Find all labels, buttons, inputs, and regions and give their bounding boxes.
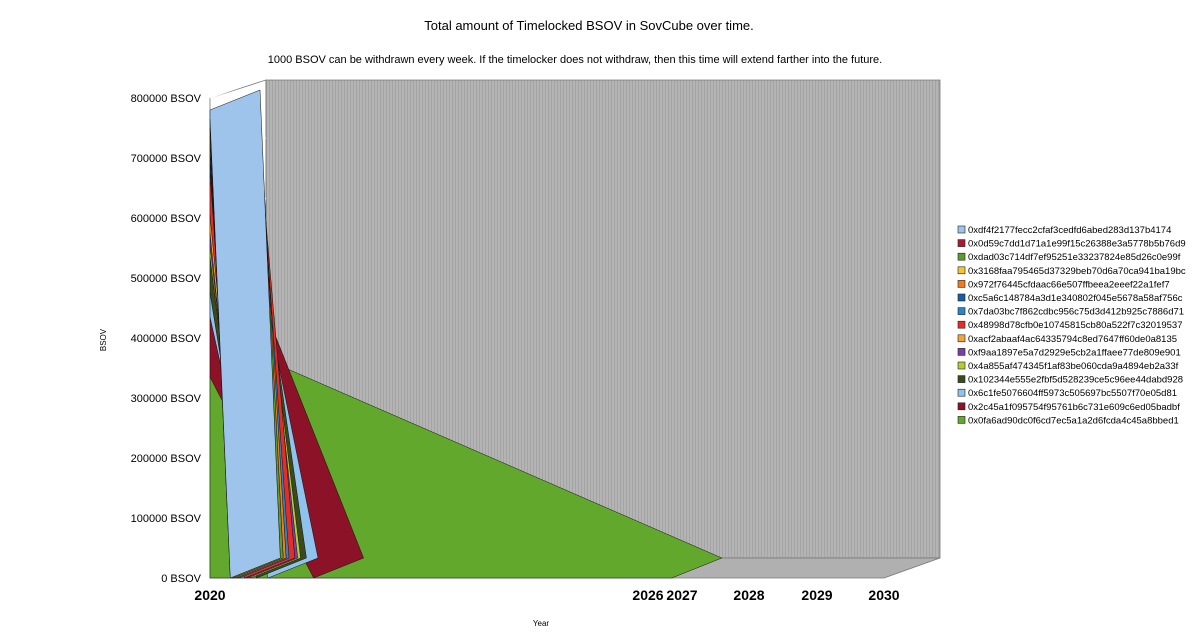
legend-label: 0x972f76445cfdaac66e507ffbeea2eeef22a1fe… (968, 279, 1170, 290)
legend-label: 0x2c45a1f095754f95761b6c731e609c6ed05bad… (968, 402, 1180, 413)
legend-swatch (957, 375, 966, 383)
y-axis-title: BSOV (99, 328, 108, 351)
legend: 0xdf4f2177fecc2cfaf3cedfd6abed283d137b41… (957, 225, 1186, 426)
legend-swatch (957, 266, 966, 275)
legend-label: 0xf9aa1897e5a7d2929e5cb2a1ffaee77de809e9… (968, 347, 1181, 358)
y-tick-label: 500000 BSOV (131, 273, 202, 285)
chart-subtitle: 1000 BSOV can be withdrawn every week. I… (268, 54, 882, 66)
legend-label: 0xc5a6c148784a3d1e340802f045e5678a58af75… (968, 293, 1183, 304)
legend-label: 0x6c1fe5076604ff5973c505697bc5507f70e05d… (968, 388, 1177, 399)
y-tick-label: 300000 BSOV (131, 393, 202, 405)
y-tick-label: 400000 BSOV (131, 333, 202, 345)
legend-label: 0x102344e555e2fbf5d528239ce5c96ee44dabd9… (968, 375, 1183, 386)
legend-swatch (957, 280, 966, 288)
legend-swatch (957, 307, 966, 315)
legend-label: 0xdf4f2177fecc2cfaf3cedfd6abed283d137b41… (968, 225, 1171, 236)
legend-label: 0xdad03c714df7ef95251e33237824e85d26c0e9… (968, 252, 1181, 263)
legend-swatch (957, 320, 966, 329)
legend-label: 0x0d59c7dd1d71a1e99f15c26388e3a5778b5b76… (968, 239, 1186, 250)
legend-swatch (957, 402, 966, 411)
x-tick-label: 2029 (801, 587, 832, 603)
x-tick-label: 2027 (666, 587, 697, 603)
x-axis-title: Year (533, 619, 550, 628)
legend-label: 0x7da03bc7f862cdbc956c75d3d412b925c7886d… (968, 307, 1184, 318)
y-tick-label: 700000 BSOV (131, 153, 202, 165)
x-tick-label: 2028 (733, 587, 764, 603)
y-tick-label: 600000 BSOV (131, 213, 202, 225)
y-ticks: 0 BSOV 100000 BSOV 200000 BSOV 300000 BSOV 4… (131, 93, 202, 585)
legend-label: 0x3168faa795465d37329beb70d6a70ca941ba19… (968, 266, 1186, 277)
legend-swatch (957, 225, 966, 234)
legend-swatch (957, 348, 966, 356)
gridline (209, 77, 267, 99)
y-tick-label: 0 BSOV (161, 573, 201, 585)
chart-title: Total amount of Timelocked BSOV in SovCu… (424, 18, 754, 33)
y-tick-label: 800000 BSOV (131, 93, 202, 105)
series-band (209, 89, 281, 579)
legend-label: 0x48998d78cfb0e10745815cb80a522f7c320195… (968, 320, 1182, 331)
legend-label: 0xacf2abaaf4ac64335794c8ed7647ff60de0a81… (968, 334, 1177, 345)
legend-swatch (957, 252, 966, 261)
legend-swatch (957, 293, 966, 302)
legend-label: 0x0fa6ad90dc0f6cd7ec5a1a2d6fcda4c45a8bbe… (968, 415, 1179, 426)
legend-label: 0x4a855af474345f1af83be060cda9a4894eb2a3… (968, 361, 1179, 372)
legend-swatch (957, 334, 966, 343)
series-bands (209, 89, 723, 579)
legend-swatch (957, 388, 966, 397)
x-ticks: 2020 2026 2027 2028 2029 2030 (194, 587, 899, 603)
legend-swatch (957, 239, 966, 247)
y-tick-label: 100000 BSOV (131, 513, 202, 525)
x-tick-label: 2020 (194, 587, 225, 603)
legend-swatch (957, 361, 966, 370)
x-tick-label: 2026 (632, 587, 663, 603)
legend-swatch (957, 416, 966, 424)
x-tick-label: 2030 (868, 587, 899, 603)
y-tick-label: 200000 BSOV (131, 453, 202, 465)
